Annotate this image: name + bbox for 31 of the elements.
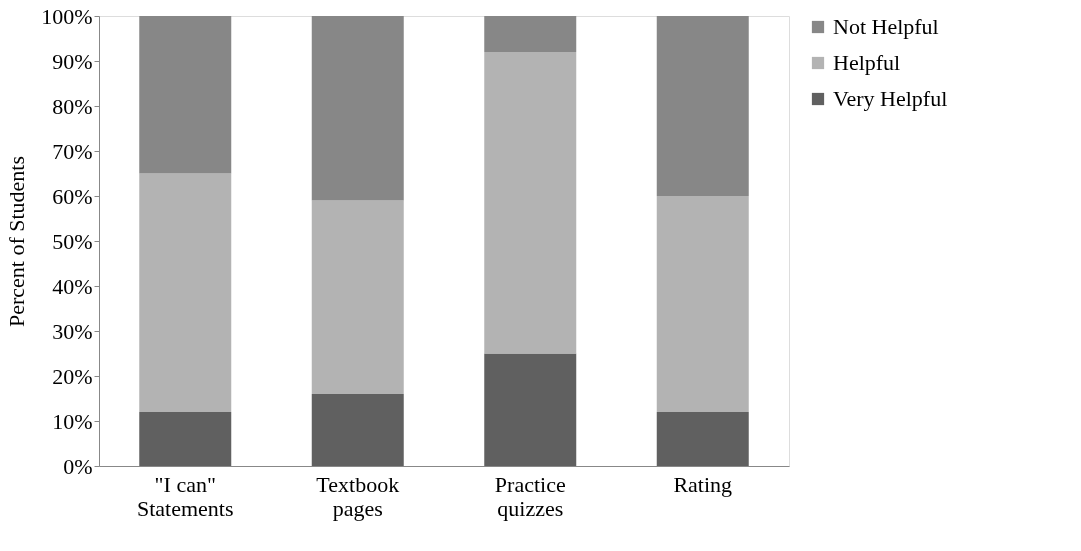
legend-label: Not Helpful bbox=[833, 14, 939, 39]
y-axis-title: Percent of Students bbox=[4, 155, 30, 328]
bar bbox=[139, 173, 232, 412]
bar bbox=[656, 196, 749, 412]
y-tick-label: 100% bbox=[41, 3, 93, 29]
x-tick-label: Textbook pages bbox=[316, 471, 400, 521]
y-tick-label: 20% bbox=[52, 363, 93, 389]
y-tick-label: 10% bbox=[52, 408, 93, 434]
y-tick-label: 70% bbox=[52, 138, 93, 164]
bar bbox=[311, 394, 404, 466]
bar bbox=[484, 16, 577, 52]
bar bbox=[139, 412, 232, 466]
y-tick-label: 50% bbox=[52, 228, 93, 254]
y-tick-label: 90% bbox=[52, 48, 93, 74]
bar bbox=[311, 16, 404, 201]
bar bbox=[311, 200, 404, 394]
y-tick-label: 0% bbox=[63, 453, 93, 479]
y-tick-label: 40% bbox=[52, 273, 93, 299]
bar bbox=[139, 16, 232, 174]
bar bbox=[484, 52, 577, 354]
x-tick-label: "I can" Statements bbox=[136, 471, 234, 521]
bar bbox=[656, 16, 749, 196]
y-tick-label: 80% bbox=[52, 93, 93, 119]
x-tick-label: Rating bbox=[673, 471, 733, 497]
legend-label: Helpful bbox=[833, 50, 901, 75]
y-tick-label: 60% bbox=[52, 183, 93, 209]
y-tick-label: 30% bbox=[52, 318, 93, 344]
legend-label: Very Helpful bbox=[833, 86, 948, 111]
x-tick-label: Practice quizzes bbox=[494, 471, 566, 521]
bar bbox=[484, 353, 577, 466]
bar bbox=[656, 412, 749, 466]
